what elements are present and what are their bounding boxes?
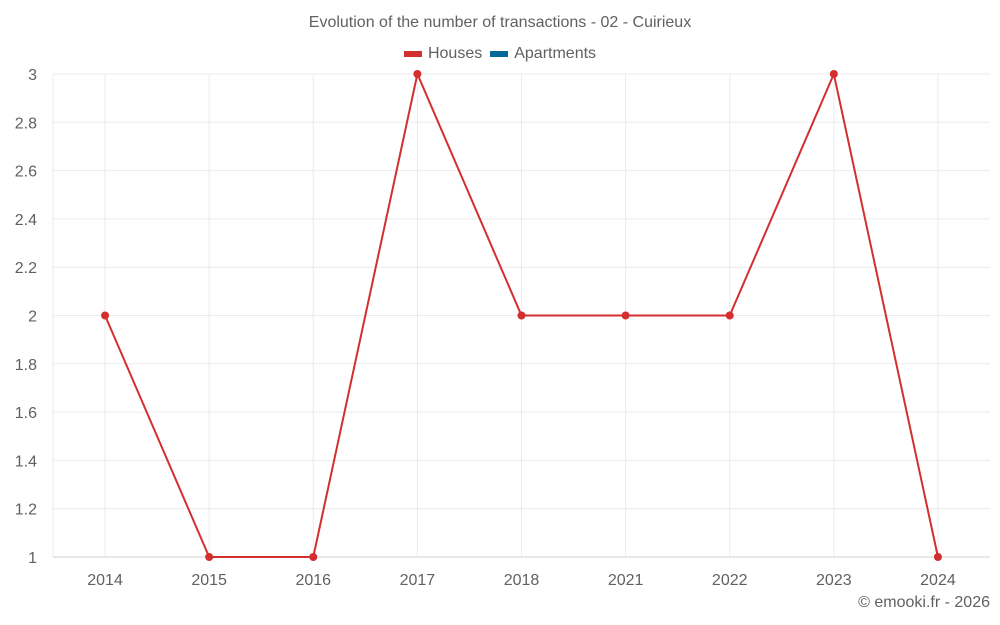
y-tick-label: 1.8 xyxy=(15,357,37,374)
legend-item-houses[interactable]: Houses xyxy=(403,45,483,63)
x-tick-label: 2015 xyxy=(191,572,227,589)
x-tick-label: 2022 xyxy=(712,572,748,589)
data-point xyxy=(101,311,110,320)
data-point xyxy=(725,311,734,320)
data-point xyxy=(309,553,318,561)
legend-label-apartments: Apartments xyxy=(514,45,597,62)
y-tick-label: 1.2 xyxy=(15,502,37,519)
x-tick-label: 2016 xyxy=(295,572,331,589)
legend-item-apartments[interactable]: Apartments xyxy=(490,45,596,63)
legend-label-houses: Houses xyxy=(427,45,483,62)
x-tick-label: 2024 xyxy=(920,572,956,589)
y-tick-label: 1.6 xyxy=(15,405,37,422)
y-tick-label: 2.2 xyxy=(15,260,37,277)
chart-title: Evolution of the number of transactions … xyxy=(308,14,692,31)
data-point xyxy=(933,553,942,561)
houses-swatch-icon xyxy=(403,51,422,57)
y-tick-label: 2.4 xyxy=(15,212,37,229)
y-tick-label: 2 xyxy=(28,309,37,326)
apartments-swatch-icon xyxy=(490,51,509,57)
data-point xyxy=(621,311,630,320)
x-tick-label: 2018 xyxy=(504,572,540,589)
data-point xyxy=(829,70,838,78)
y-tick-label: 1.4 xyxy=(15,453,37,470)
x-tick-label: 2023 xyxy=(816,572,852,589)
x-tick-label: 2014 xyxy=(87,572,123,589)
y-tick-label: 2.8 xyxy=(15,115,37,132)
y-tick-label: 2.6 xyxy=(15,164,37,181)
y-tick-label: 1 xyxy=(28,550,37,567)
chart-legend: Houses Apartments xyxy=(0,45,1000,63)
data-point xyxy=(413,70,422,78)
data-point xyxy=(205,553,214,561)
y-tick-label: 3 xyxy=(28,67,37,84)
credit-text: © emooki.fr - 2026 xyxy=(858,594,990,611)
x-tick-label: 2017 xyxy=(400,572,436,589)
data-point xyxy=(517,311,526,320)
x-tick-label: 2021 xyxy=(608,572,644,589)
